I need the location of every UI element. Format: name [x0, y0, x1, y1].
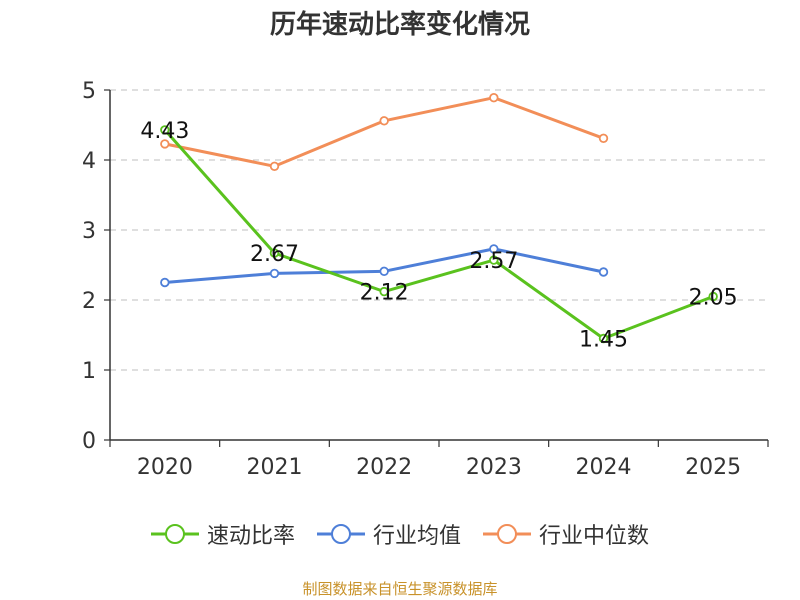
x-tick-label-2022: 2022 [356, 455, 412, 480]
data-label-2023: 2.57 [469, 249, 518, 274]
data-point-series2-2021 [269, 161, 280, 171]
data-point-series1-2020 [160, 277, 170, 288]
data-point-series0-2020 [160, 125, 170, 135]
data-point-series2-2020 [160, 139, 170, 149]
chart-legend: 速动比率 行业均值 行业中位数 [0, 518, 800, 550]
x-tick-label-2025: 2025 [685, 455, 741, 480]
data-point-series0-2021 [269, 248, 280, 258]
data-point-series1-2024 [598, 267, 609, 277]
y-tick-label: 0 [82, 429, 96, 454]
x-tick-label-2024: 2024 [576, 455, 632, 480]
x-tick-label-2020: 2020 [137, 455, 193, 480]
data-label-2022: 2.12 [360, 281, 409, 306]
series-line-0 [163, 128, 714, 340]
data-point-series1-2021 [269, 268, 280, 279]
legend-item-industry-median[interactable]: 行业中位数 [483, 518, 649, 550]
legend-label-industry-median: 行业中位数 [539, 524, 650, 549]
data-point-series1-2023 [489, 244, 499, 254]
data-point-series0-2022 [379, 286, 389, 297]
chart-title: 历年速动比率变化情况 [269, 10, 530, 40]
legend-label-industry-mean: 行业均值 [372, 524, 461, 549]
data-point-series0-2023 [489, 255, 499, 265]
legend-item-quick-ratio[interactable]: 速动比率 [150, 518, 295, 550]
data-point-series0-2024 [598, 333, 609, 344]
legend-swatch-quick-ratio [150, 524, 199, 544]
series-line-2 [164, 96, 605, 168]
legend-swatch-industry-mean [316, 524, 365, 544]
x-tick-label-2021: 2021 [247, 455, 303, 480]
y-tick-label: 5 [82, 79, 96, 104]
data-point-series2-2022 [379, 116, 389, 126]
data-label-2020: 4.43 [140, 119, 189, 144]
x-tick-label-2023: 2023 [466, 455, 522, 480]
y-tick-label: 1 [82, 359, 96, 384]
data-label-2024: 1.45 [579, 328, 628, 353]
legend-label-quick-ratio: 速动比率 [206, 524, 295, 549]
legend-swatch-industry-median [483, 524, 531, 544]
y-tick-label: 4 [82, 149, 96, 174]
series-line-1 [164, 247, 604, 284]
data-point-series0-2025 [708, 291, 718, 302]
y-tick-label: 3 [82, 219, 96, 244]
data-point-series2-2024 [598, 133, 609, 143]
legend-item-industry-mean[interactable]: 行业均值 [316, 518, 461, 550]
data-label-2021: 2.67 [250, 242, 299, 267]
y-tick-label: 2 [82, 289, 96, 314]
data-point-series1-2022 [379, 266, 389, 276]
source-note: 制图数据来自恒生聚源数据库 [302, 580, 498, 598]
data-point-series2-2023 [489, 92, 499, 103]
data-label-2025: 2.05 [689, 286, 738, 311]
